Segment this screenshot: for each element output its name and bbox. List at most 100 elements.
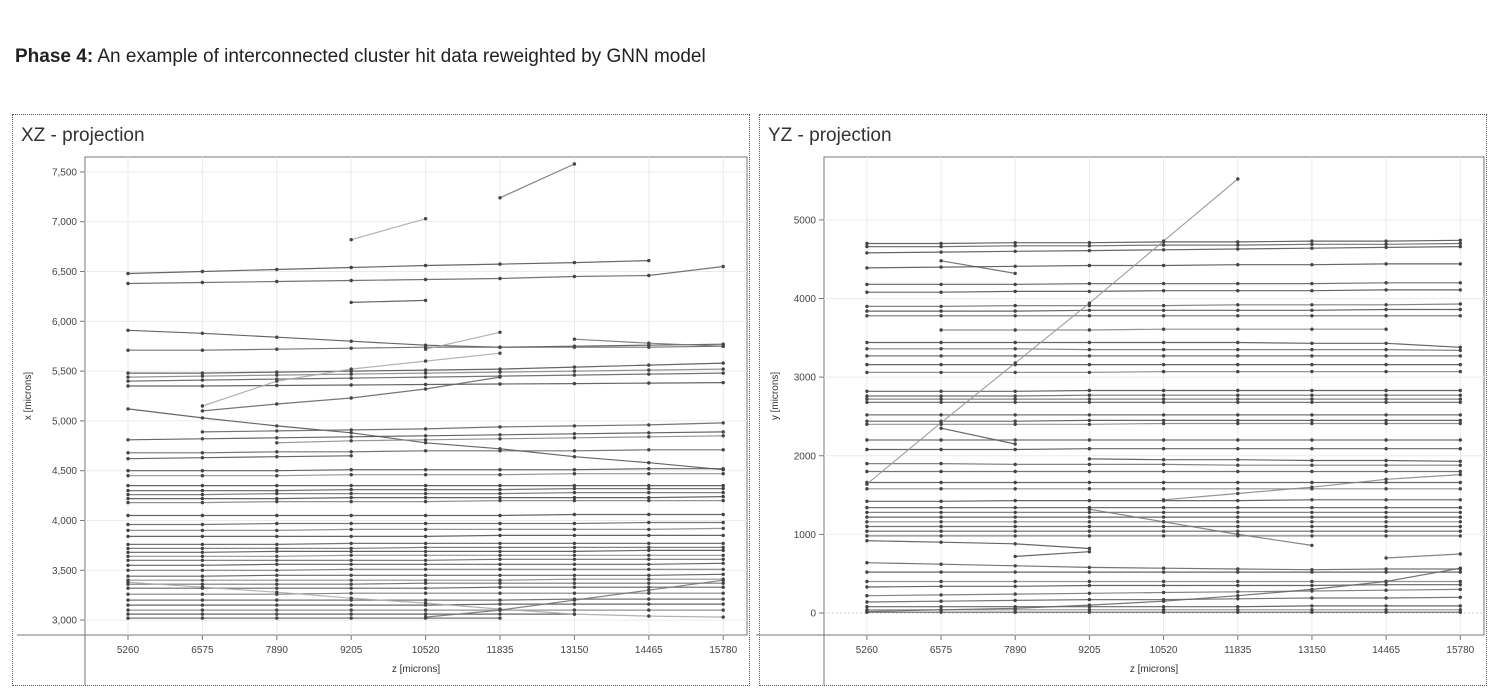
yz-hit-point bbox=[1310, 524, 1314, 529]
yz-hit-point bbox=[1236, 515, 1240, 519]
xz-hit-point bbox=[200, 371, 205, 375]
xz-hit-point bbox=[200, 374, 205, 378]
xz-track-4 bbox=[349, 298, 428, 305]
xz-hit-point bbox=[275, 562, 279, 566]
xz-track-line bbox=[127, 260, 649, 275]
xz-track-37 bbox=[126, 561, 725, 567]
xz-hit-point bbox=[498, 549, 502, 554]
yz-x-axis-label: z [microns] bbox=[1130, 664, 1179, 675]
xz-x-axis-label: z [microns] bbox=[392, 664, 441, 675]
xz-track-39 bbox=[126, 572, 725, 578]
xz-hit-point bbox=[423, 491, 428, 496]
yz-hit-point bbox=[1236, 340, 1240, 345]
yz-hit-point bbox=[1236, 480, 1240, 485]
yz-hit-point bbox=[1087, 498, 1092, 503]
xz-track-7 bbox=[423, 330, 502, 351]
yz-hit-point bbox=[1310, 413, 1314, 417]
xz-hit-point bbox=[349, 487, 353, 492]
yz-hit-point bbox=[865, 340, 869, 345]
yz-hit-point bbox=[1236, 418, 1240, 423]
xz-track-36 bbox=[126, 557, 725, 562]
yz-hit-point bbox=[1384, 524, 1388, 529]
xz-hit-point bbox=[423, 591, 428, 595]
xz-hit-point bbox=[721, 533, 725, 538]
yz-hit-point bbox=[1310, 388, 1314, 393]
yz-hit-point bbox=[939, 510, 943, 515]
xz-hit-point bbox=[275, 373, 279, 377]
yz-hit-point bbox=[865, 487, 869, 491]
xz-hit-point bbox=[126, 592, 130, 596]
xz-hit-point bbox=[721, 557, 725, 561]
yz-hit-point bbox=[1087, 263, 1092, 268]
yz-hit-point bbox=[1161, 599, 1166, 603]
yz-hit-point bbox=[1161, 510, 1166, 515]
xz-hit-point bbox=[423, 573, 428, 577]
yz-hit-point bbox=[1013, 282, 1017, 287]
yz-hit-point bbox=[1310, 543, 1314, 548]
yz-hit-point bbox=[1013, 438, 1017, 442]
yz-hit-point bbox=[1236, 447, 1240, 451]
xz-hit-point bbox=[200, 574, 205, 578]
yz-hit-point bbox=[1013, 498, 1017, 503]
yz-hit-point bbox=[1236, 388, 1240, 393]
yz-hit-point bbox=[865, 290, 869, 294]
yz-track-9 bbox=[865, 314, 1462, 318]
xz-hit-point bbox=[647, 545, 651, 550]
yz-hit-point bbox=[1236, 590, 1240, 594]
yz-hit-point bbox=[1236, 487, 1240, 491]
yz-hit-point bbox=[939, 328, 943, 332]
yz-hit-point bbox=[1013, 264, 1017, 268]
xz-track-27 bbox=[126, 498, 725, 505]
xz-hit-point bbox=[423, 608, 428, 612]
xz-hit-point bbox=[423, 541, 428, 546]
yz-hit-point bbox=[865, 609, 869, 614]
xz-hit-point bbox=[349, 534, 353, 539]
yz-hit-point bbox=[1013, 347, 1017, 351]
xz-hit-point bbox=[498, 433, 502, 437]
xz-hit-point bbox=[200, 568, 205, 572]
xz-hit-point bbox=[423, 483, 428, 488]
xz-hit-point bbox=[572, 541, 577, 546]
xz-hit-point bbox=[423, 549, 428, 554]
xz-hit-point bbox=[572, 549, 577, 554]
xz-track-45 bbox=[126, 602, 725, 607]
yz-hit-point bbox=[1161, 498, 1166, 502]
xz-track-28 bbox=[126, 512, 725, 518]
xz-y-tick-label: 4,500 bbox=[52, 466, 77, 477]
xz-hit-point bbox=[572, 373, 577, 377]
yz-hit-point bbox=[1087, 438, 1092, 442]
yz-hit-point bbox=[939, 421, 943, 425]
xz-hit-point bbox=[349, 616, 353, 620]
xz-hit-point bbox=[647, 372, 651, 376]
xz-hit-point bbox=[423, 558, 428, 562]
yz-hit-point bbox=[1310, 314, 1314, 318]
yz-hit-point bbox=[1087, 347, 1092, 352]
xz-hit-point bbox=[647, 567, 651, 571]
xz-track-22 bbox=[126, 472, 725, 478]
yz-hit-point bbox=[1236, 594, 1240, 598]
yz-hit-point bbox=[865, 505, 869, 510]
yz-hit-point bbox=[1310, 418, 1314, 423]
yz-hit-point bbox=[865, 499, 869, 503]
xz-hit-point bbox=[200, 384, 205, 388]
yz-hit-point bbox=[1458, 566, 1462, 570]
yz-track-12 bbox=[865, 347, 1462, 353]
yz-projection-panel: YZ - projection 5260 6575 7890 9205 10520 118… bbox=[756, 114, 1487, 686]
xz-hit-point bbox=[275, 496, 279, 501]
xz-hit-point bbox=[572, 608, 577, 612]
yz-hit-point bbox=[1161, 438, 1166, 442]
yz-hit-point bbox=[939, 469, 943, 474]
yz-hit-point bbox=[1013, 400, 1017, 404]
yz-track-line bbox=[1089, 508, 1312, 546]
xz-hit-point bbox=[126, 328, 130, 332]
yz-hit-point bbox=[1384, 458, 1388, 463]
yz-hit-point bbox=[939, 570, 943, 574]
yz-hit-point bbox=[1236, 505, 1240, 510]
xz-hit-point bbox=[275, 441, 279, 445]
xz-hit-point bbox=[126, 407, 130, 411]
xz-hit-point bbox=[498, 449, 502, 453]
xz-hit-point bbox=[275, 542, 279, 547]
xz-hit-point bbox=[126, 438, 130, 442]
yz-hit-point bbox=[1013, 570, 1017, 574]
xz-hit-point bbox=[498, 598, 502, 602]
